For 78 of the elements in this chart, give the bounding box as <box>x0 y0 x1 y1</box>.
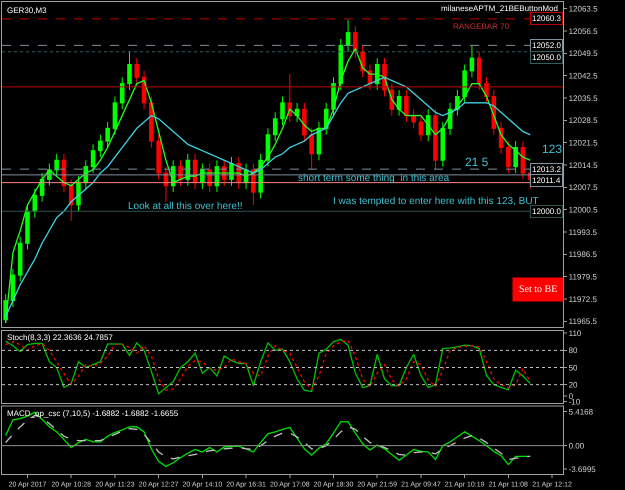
ref-line-label: 12013.2 <box>532 165 562 174</box>
candlestick <box>105 121 110 148</box>
candlestick <box>396 90 402 116</box>
y-tick-label: 20 <box>568 380 578 390</box>
candlestick <box>156 134 161 180</box>
candlestick <box>411 108 416 129</box>
candlestick <box>280 96 285 126</box>
candlestick <box>418 115 424 142</box>
y-tick-label: 12056.5 <box>568 26 598 36</box>
text: GER30,M3 <box>7 6 48 15</box>
candlestick <box>54 153 59 177</box>
y-tick-label: 12021.5 <box>568 138 598 148</box>
candlestick <box>302 102 307 142</box>
candlestick <box>404 90 409 122</box>
annotation: milaneseAPTM_21BEButtonMod <box>441 4 558 13</box>
candlestick <box>18 236 22 282</box>
y-tick-label: 11993.5 <box>568 228 598 237</box>
annotation: RANGEBAR 70 <box>453 22 510 31</box>
y-tick-label: 12042.5 <box>568 72 598 80</box>
ref-line-label: 12000.0 <box>532 207 562 216</box>
y-tick-label: 11986.5 <box>568 250 598 260</box>
annotation: 123 <box>542 142 562 156</box>
y-tick-label: 12049.5 <box>568 49 598 58</box>
candlestick <box>470 44 474 78</box>
candlestick <box>462 64 467 104</box>
candlestick <box>127 51 132 91</box>
annotation: short term some thing in this area <box>298 173 450 184</box>
candlestick <box>98 134 103 158</box>
candlestick <box>324 102 328 136</box>
candlestick <box>164 166 168 202</box>
y-tick-label: 12007.5 <box>568 183 598 192</box>
y-tick-label: -3.6995 <box>568 464 596 474</box>
ref-line-label: 12052.0 <box>532 41 562 50</box>
candlestick <box>440 121 446 168</box>
y-tick-label: 11972.5 <box>568 294 598 304</box>
y-tick-label: 12063.5 <box>568 4 598 14</box>
y-tick-label: 5.4168 <box>568 407 594 416</box>
candlestick <box>68 178 74 222</box>
candlestick <box>25 204 30 250</box>
chart-title: Stoch(8,3,3) 22.3636 24.7857 <box>7 333 114 342</box>
candlestick <box>426 108 430 142</box>
candlestick <box>10 268 16 308</box>
y-tick-label: 12028.5 <box>568 116 598 126</box>
candlestick <box>76 176 81 212</box>
candlestick <box>309 128 314 170</box>
y-tick-label: 12035.5 <box>568 94 598 103</box>
candlestick <box>513 140 518 174</box>
candlestick <box>520 140 526 180</box>
annotation: Look at all this over here!! <box>128 201 243 212</box>
y-tick-label: 11979.5 <box>568 272 598 282</box>
candlestick <box>134 58 140 84</box>
ref-line-label: 12011.4 <box>532 176 561 185</box>
y-tick-label: 110 <box>568 328 582 338</box>
candlestick <box>266 128 270 168</box>
y-tick-label: 12014.5 <box>568 160 598 170</box>
candlestick <box>346 19 350 52</box>
candlestick <box>476 51 482 91</box>
candlestick <box>338 38 344 91</box>
candlestick <box>316 121 322 161</box>
annotation: 21 5 <box>465 155 489 169</box>
candlestick <box>90 144 96 174</box>
candlestick <box>294 102 300 122</box>
y-tick-label: 12000.5 <box>568 206 598 214</box>
candlestick <box>32 188 38 218</box>
annotation: I was tempted to enter here with this 123, BUT <box>333 196 539 207</box>
y-tick-label: 50 <box>568 363 578 372</box>
y-tick-label: 11965.5 <box>568 317 598 326</box>
candlestick <box>506 140 511 174</box>
candlestick <box>112 96 118 136</box>
annotation: Set to BE <box>519 284 558 295</box>
ref-line-label: 12050.0 <box>532 53 562 62</box>
candlestick <box>433 108 438 170</box>
line-series <box>4 412 531 468</box>
y-tick-label: 0.00 <box>568 441 585 450</box>
candlestick <box>272 112 278 142</box>
ref-line-label: 12060.3 <box>532 14 562 23</box>
candlestick <box>120 76 124 110</box>
y-tick-label: 80 <box>568 346 578 356</box>
